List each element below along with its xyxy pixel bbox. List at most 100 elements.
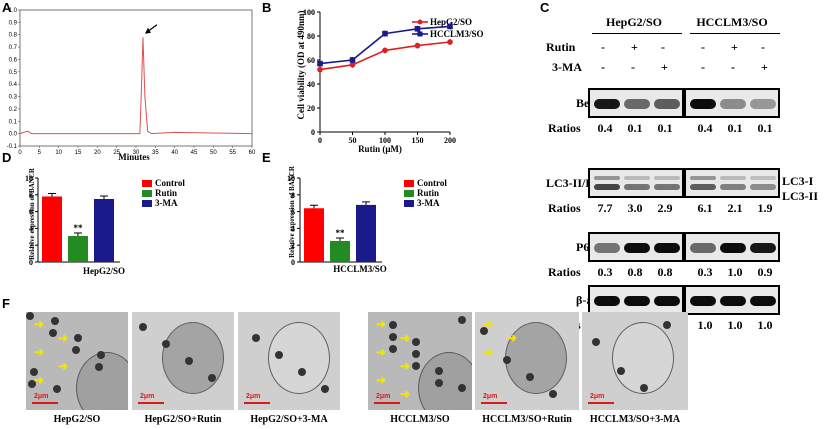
em-micrograph: 2μm (582, 312, 688, 410)
wb-ratio-value: 0.9 (757, 265, 773, 279)
wb-lc3-ii-label: LC3-II (782, 189, 819, 203)
bar-legend-swatch (404, 200, 414, 207)
wb-ratios-label: Ratios (548, 265, 581, 279)
wb-ratio-value: 7.7 (597, 201, 613, 215)
wb-ratio-value: 1.0 (697, 318, 713, 332)
wb-ratios-label: Ratios (548, 121, 581, 135)
wb-band (594, 99, 620, 109)
chart-b-point (447, 23, 453, 30)
peak-arrow-head (144, 27, 151, 34)
em-autophagic-vesicle (435, 379, 443, 387)
yellow-arrow-icon: ➜ (400, 331, 411, 345)
wb-blot (588, 88, 684, 118)
chart-b-xtick-label: 200 (444, 136, 456, 145)
em-autophagic-vesicle (663, 321, 671, 329)
wb-ratio-value: 2.1 (727, 201, 743, 215)
em-micrograph: ➜ ➜ ➜ ➜ ➜ 2μm (26, 312, 128, 410)
wb-3ma-sign: + (661, 60, 668, 74)
em-autophagic-vesicle (51, 317, 59, 325)
chart-a-trace (19, 37, 253, 135)
wb-3ma-sign: - (631, 60, 635, 74)
yellow-arrow-icon: ➜ (376, 373, 387, 387)
chart-b-legend-marker (417, 19, 423, 25)
wb-ratio-value: 0.1 (627, 121, 643, 135)
bar (42, 196, 62, 262)
wb-divider-hepg2 (592, 33, 682, 34)
bar-legend-swatch (142, 190, 152, 197)
panel-letter-d: D (2, 150, 12, 165)
em-autophagic-vesicle (26, 312, 34, 320)
bar-legend-label: Control (417, 178, 447, 188)
em-autophagic-vesicle (412, 338, 420, 346)
wb-3ma-label: 3-MA (552, 60, 582, 74)
wb-ratio-value: 0.3 (697, 265, 713, 279)
wb-band (750, 184, 776, 190)
wb-band (690, 243, 716, 253)
em-scale-label: 2μm (376, 393, 391, 400)
chart-a-xtick-label: 45 (191, 150, 198, 156)
chart-a-ytick-label: 0.3 (9, 95, 18, 101)
chart-b-legend-marker (417, 31, 423, 37)
chart-a-xtick-label: 40 (171, 150, 178, 156)
chart-a-frame (19, 9, 253, 147)
wb-rutin-sign: + (731, 40, 738, 54)
wb-ratio-value: 0.1 (657, 121, 673, 135)
bar-ytick-label: 10 (287, 174, 295, 183)
wb-lc3-i-label: LC3-I (782, 174, 814, 188)
wb-blot (588, 168, 684, 198)
em-autophagic-vesicle (208, 374, 216, 382)
wb-ratio-value: 1.0 (727, 318, 743, 332)
wb-header-hepg2: HepG2/SO (605, 15, 662, 29)
em-nucleus (76, 352, 128, 410)
em-autophagic-vesicle (458, 384, 466, 392)
chart-a-xtick-label: 25 (113, 150, 120, 156)
wb-band (690, 296, 716, 306)
wb-3ma-sign: - (601, 60, 605, 74)
chart-a-xtick-label: 5 (38, 150, 42, 156)
em-micrograph: ➜ ➜ ➜ ➜ ➜ ➜ 2μm (368, 312, 472, 410)
em-autophagic-vesicle (97, 351, 105, 359)
chart-b-ytick-label: 80 (307, 32, 315, 41)
hplc-chromatogram: 0 5 10 15 20 25 30 35 40 45 50 55 60 -0.1 0.0 0.1 0.2 0.3… (7, 8, 256, 156)
panel-letter-e: E (262, 150, 271, 165)
em-label: HCCLM3/SO+3-MA (589, 414, 681, 425)
wb-band (750, 296, 776, 306)
yellow-arrow-icon: ➜ (34, 317, 45, 331)
chart-a-ytick-label: 0.6 (9, 57, 18, 63)
wb-ratio-value: 1.0 (757, 318, 773, 332)
em-autophagic-vesicle (526, 373, 534, 381)
wb-band (654, 184, 680, 190)
chart-b-ytick-label: 60 (307, 56, 315, 65)
chart-a-ytick-label: 1.0 (9, 8, 18, 14)
wb-divider-hcclm3 (690, 33, 780, 34)
em-autophagic-vesicle (185, 357, 193, 365)
em-scale-label: 2μm (140, 393, 155, 400)
em-micrograph: 2μm (238, 312, 340, 410)
em-autophagic-vesicle (412, 350, 420, 358)
wb-rutin-sign: - (661, 40, 665, 54)
chart-b-series-line (319, 41, 451, 71)
wb-band (624, 243, 650, 253)
chart-b-ytick-label: 100 (303, 8, 315, 17)
chart-b-ytick-label: 20 (307, 104, 315, 113)
chart-b-xtick-label: 100 (379, 136, 391, 145)
wb-band (594, 296, 620, 306)
chart-a-ytick-label: 0.8 (9, 33, 18, 39)
chart-b-point (447, 39, 453, 45)
wb-ratio-value: 0.8 (657, 265, 673, 279)
bar (304, 208, 324, 262)
yellow-arrow-icon: ➜ (34, 373, 45, 387)
em-autophagic-vesicle (162, 340, 170, 348)
chart-b-point (382, 30, 388, 37)
em-autophagic-vesicle (30, 368, 38, 376)
bar-ytick-label: 2 (29, 241, 33, 250)
yellow-arrow-icon: ➜ (34, 345, 45, 359)
em-autophagic-vesicle (503, 356, 511, 364)
viability-chart: 0 50 100 150 200 0 20 40 60 80 100 HepG2/SO HCCLM3/S… (303, 8, 484, 145)
chart-b-point (349, 57, 356, 63)
chart-a-ytick-label: 0.4 (9, 82, 18, 88)
wb-band (750, 243, 776, 253)
em-autophagic-vesicle (321, 385, 329, 393)
panel-letter-a: A (2, 0, 12, 15)
